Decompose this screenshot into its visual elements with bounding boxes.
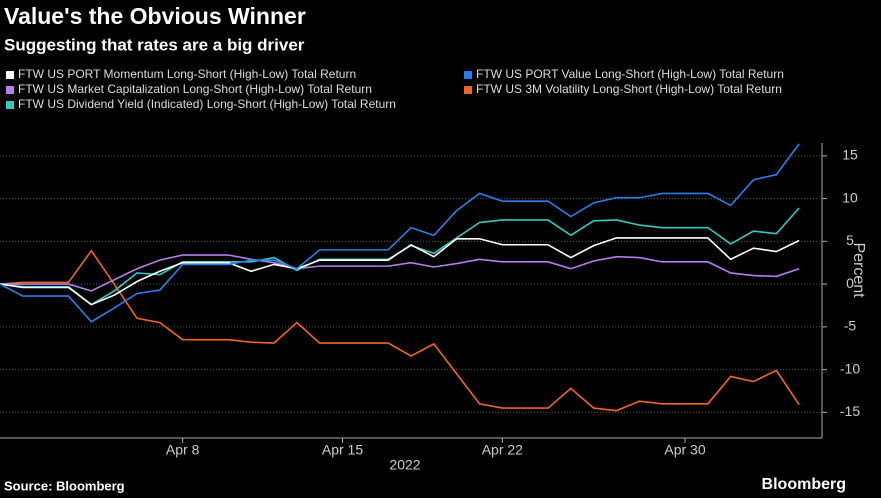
x-tick-label: Apr 22: [482, 442, 523, 458]
y-tick-label: -5: [844, 318, 857, 334]
legend-label: FTW US 3M Volatility Long-Short (High-Lo…: [476, 82, 782, 96]
x-tick-label: Apr 15: [322, 442, 363, 458]
y-tick-label: -15: [840, 403, 860, 419]
y-tick-label: 5: [846, 232, 854, 248]
x-tick-label: Apr 30: [664, 442, 705, 458]
legend-swatch: [6, 101, 14, 109]
series-line: [0, 249, 800, 412]
x-tick-label: Apr 8: [166, 442, 200, 458]
series-line: [0, 254, 800, 292]
x-axis-label: 2022: [389, 457, 420, 473]
chart-title: Value's the Obvious Winner: [4, 3, 306, 29]
y-axis-label: Percent: [850, 242, 867, 298]
legend-swatch: [6, 86, 14, 94]
legend-label: FTW US Market Capitalization Long-Short …: [18, 82, 372, 96]
y-tick-label: -10: [840, 360, 860, 376]
legend-label: FTW US Dividend Yield (Indicated) Long-S…: [18, 97, 396, 111]
brand: Bloomberg: [762, 476, 846, 493]
chart-subtitle: Suggesting that rates are a big driver: [4, 35, 305, 54]
y-tick-label: 0: [846, 275, 854, 291]
series-line: [0, 237, 800, 306]
y-tick-label: 15: [842, 147, 858, 163]
legend-label: FTW US PORT Momentum Long-Short (High-Lo…: [18, 67, 356, 81]
legend-swatch: [6, 71, 14, 79]
y-tick-label: 10: [842, 189, 858, 205]
source: Source: Bloomberg: [4, 478, 125, 493]
legend-swatch: [464, 71, 472, 79]
legend-label: FTW US PORT Value Long-Short (High-Low) …: [476, 67, 784, 81]
legend-swatch: [464, 86, 472, 94]
series-line: [0, 143, 800, 323]
